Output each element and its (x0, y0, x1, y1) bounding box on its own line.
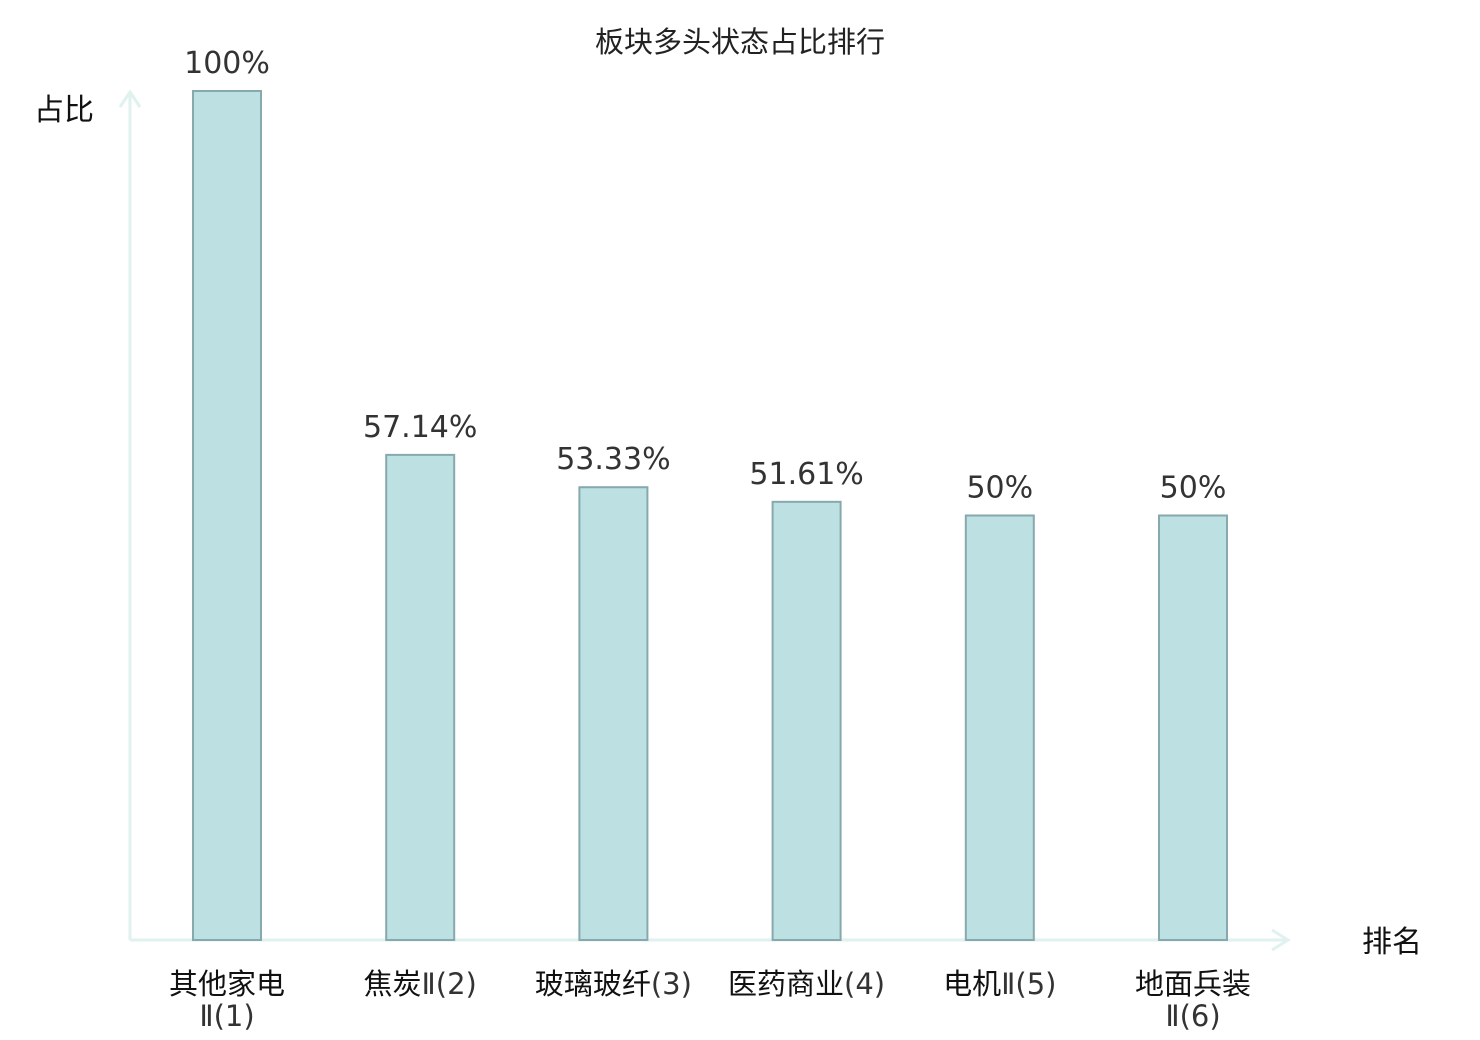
value-label-3: 53.33% (556, 442, 670, 477)
value-label-1: 100% (184, 46, 270, 81)
category-labels: 其他家电 Ⅱ(1) 焦炭Ⅱ(2) 玻璃玻纤(3) 医药商业(4) 电机Ⅱ(5) 地面兵装 Ⅱ(… (169, 967, 1251, 1033)
bars (192, 90, 1228, 941)
x-axis-label: 排名 (1362, 925, 1422, 960)
value-label-5: 50% (966, 471, 1033, 506)
bar-6 (1158, 514, 1228, 941)
bar-5 (964, 514, 1035, 941)
category-label-1: 其他家电 Ⅱ(1) (169, 967, 285, 1033)
y-axis-arrow (118, 89, 142, 108)
category-label-4: 医药商业(4) (728, 967, 885, 1001)
y-axis-label: 占比 (34, 93, 94, 128)
category-label-3: 玻璃玻纤(3) (535, 967, 692, 1001)
category-label-6: 地面兵装 Ⅱ(6) (1135, 967, 1251, 1033)
chart-title: 板块多头状态占比排行 (595, 25, 885, 59)
value-label-4: 51.61% (749, 457, 863, 492)
value-label-6: 50% (1160, 471, 1227, 506)
category-label-2: 焦炭Ⅱ(2) (364, 967, 477, 1001)
bar-2 (385, 453, 456, 941)
bar-1 (192, 90, 262, 941)
axes (118, 89, 1291, 952)
category-label-5: 电机Ⅱ(5) (943, 967, 1056, 1001)
value-label-2: 57.14% (363, 410, 477, 445)
bar-4 (771, 500, 842, 941)
value-labels: 100% 57.14% 53.33% 51.61% 50% 50% (184, 46, 1226, 506)
x-axis-arrow (1271, 928, 1291, 952)
bar-3 (578, 486, 649, 941)
